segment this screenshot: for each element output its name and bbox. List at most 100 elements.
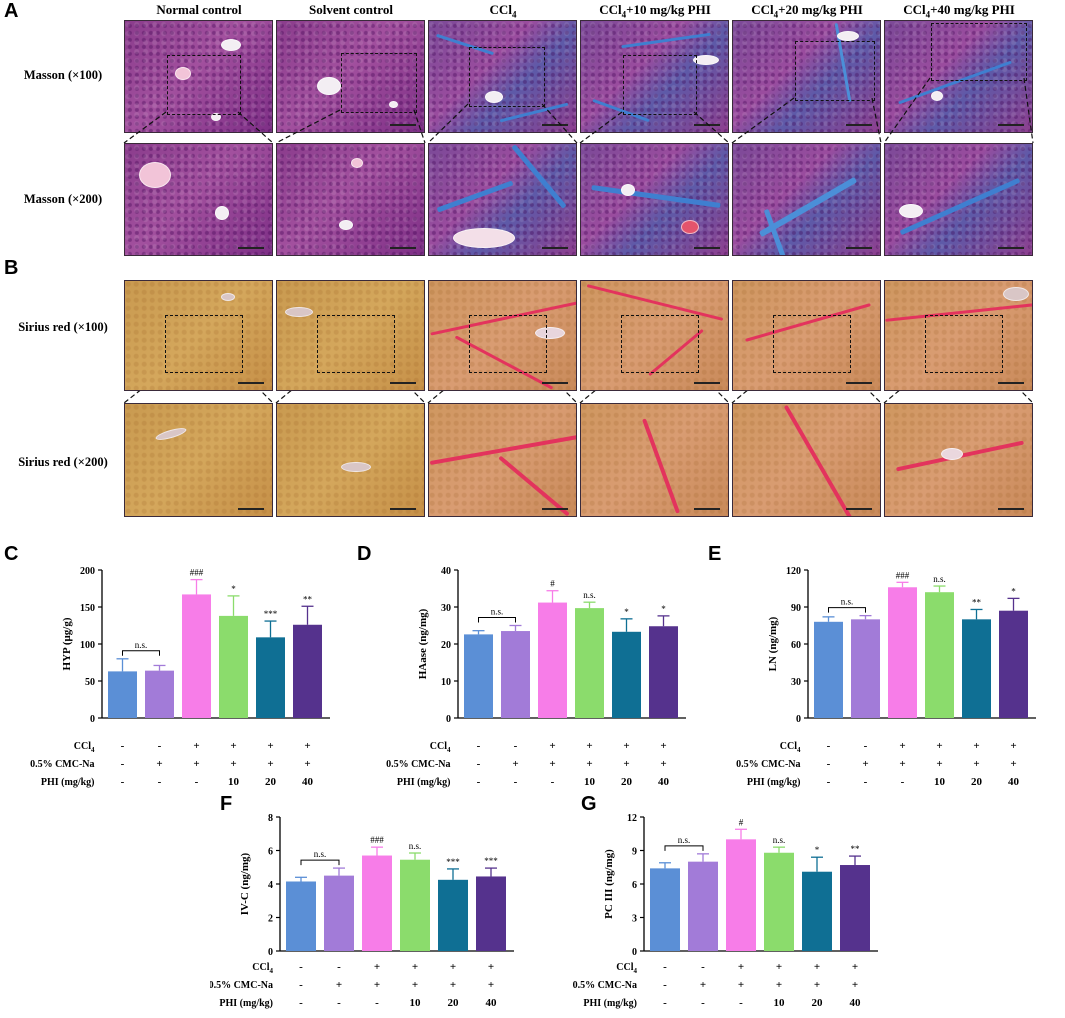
condition-value-g: +: [738, 979, 744, 991]
y-axis-label-c: HYP (μg/g): [61, 617, 73, 670]
condition-value-c: 20: [265, 776, 277, 788]
condition-value-e: +: [973, 758, 979, 770]
condition-value-d: 40: [658, 776, 670, 788]
bar-e-solvent: [851, 619, 880, 718]
condition-value-c: +: [193, 758, 199, 770]
panel-label-a: A: [4, 0, 19, 22]
condition-label-e: CCl4: [780, 741, 801, 754]
condition-value-f: 10: [410, 997, 422, 1009]
bar-f-ccl4: [362, 855, 392, 951]
condition-value-e: 40: [1008, 776, 1020, 788]
column-header-solvent-control: Solvent control: [309, 2, 393, 17]
condition-label-d: PHI (mg/kg): [397, 777, 451, 788]
condition-label-c: 0.5% CMC-Na: [30, 759, 94, 770]
masson-200-phi40-image: [884, 143, 1033, 256]
condition-value-e: +: [936, 740, 942, 752]
condition-value-c: +: [267, 740, 273, 752]
significance-label-c: ***: [264, 609, 278, 619]
condition-value-g: +: [814, 979, 820, 991]
condition-value-f: +: [374, 979, 380, 991]
masson-100-phi20-image: [732, 20, 881, 133]
sirius-100-phi40-image: [884, 280, 1033, 391]
condition-value-d: +: [549, 758, 555, 770]
condition-value-f: +: [412, 979, 418, 991]
masson-100-ccl4-image: [428, 20, 577, 133]
bar-f-normal: [286, 881, 316, 951]
significance-label-g: n.s.: [773, 835, 786, 845]
sirius-200-phi40-image: [884, 403, 1033, 517]
condition-value-c: -: [158, 776, 162, 788]
condition-value-f: -: [375, 997, 379, 1009]
bar-c-solvent: [145, 670, 174, 718]
bar-c-normal: [108, 671, 137, 718]
masson-200-ccl4-image: [428, 143, 577, 256]
sirius-200-normal-image: [124, 403, 273, 517]
y-tick-label-c: 0: [90, 714, 95, 725]
masson-100-phi40-image: [884, 20, 1033, 133]
condition-value-f: +: [450, 961, 456, 973]
condition-label-c: CCl4: [74, 741, 95, 754]
y-tick-label-g: 12: [627, 813, 637, 824]
condition-value-e: 10: [934, 776, 946, 788]
significance-label-f: ###: [370, 835, 384, 845]
condition-value-e: +: [973, 740, 979, 752]
significance-label-g: *: [815, 845, 820, 855]
condition-value-g: +: [814, 961, 820, 973]
condition-value-c: 40: [302, 776, 314, 788]
significance-label-e: n.s.: [933, 574, 946, 584]
condition-value-f: 20: [448, 997, 460, 1009]
condition-value-c: +: [230, 740, 236, 752]
sirius-100-normal-image: [124, 280, 273, 391]
condition-label-f: 0.5% CMC-Na: [210, 980, 273, 991]
ns-bracket-label-g: n.s.: [678, 835, 691, 845]
condition-value-d: +: [660, 758, 666, 770]
column-header-ccl4: CCl4: [489, 2, 517, 20]
condition-label-g: 0.5% CMC-Na: [573, 980, 637, 991]
y-tick-label-d: 30: [441, 603, 451, 614]
masson-100-normal-image: [124, 20, 273, 133]
condition-value-c: +: [267, 758, 273, 770]
condition-value-c: -: [158, 740, 162, 752]
significance-label-c: ###: [190, 568, 204, 578]
ns-bracket-c: [122, 650, 160, 656]
condition-value-c: -: [121, 740, 125, 752]
condition-value-f: +: [450, 979, 456, 991]
condition-value-d: +: [623, 740, 629, 752]
bar-e-phi20: [962, 619, 991, 718]
condition-value-d: -: [551, 776, 555, 788]
condition-value-g: 10: [774, 997, 786, 1009]
condition-value-g: +: [852, 961, 858, 973]
bar-g-solvent: [688, 861, 718, 951]
condition-value-f: +: [336, 979, 342, 991]
condition-value-e: -: [864, 740, 868, 752]
bar-f-phi40: [476, 876, 506, 951]
condition-value-e: +: [1010, 758, 1016, 770]
condition-value-d: -: [514, 740, 518, 752]
bar-c-phi40: [293, 624, 322, 718]
bar-g-phi40: [840, 865, 870, 951]
condition-value-c: -: [121, 776, 125, 788]
condition-value-d: +: [660, 740, 666, 752]
condition-value-c: 10: [228, 776, 240, 788]
condition-label-f: PHI (mg/kg): [219, 998, 273, 1009]
condition-value-g: 40: [850, 997, 862, 1009]
condition-value-g: -: [701, 997, 705, 1009]
ns-bracket-label-f: n.s.: [314, 849, 327, 859]
bar-e-phi10: [925, 592, 954, 718]
condition-value-d: -: [514, 776, 518, 788]
bar-c-phi10: [219, 615, 248, 718]
condition-value-g: -: [663, 979, 667, 991]
condition-value-e: -: [827, 758, 831, 770]
ns-bracket-d: [478, 617, 516, 623]
condition-value-g: -: [701, 961, 705, 973]
bar-d-phi20: [612, 631, 641, 718]
y-tick-label-e: 90: [791, 603, 801, 614]
condition-label-f: CCl4: [252, 962, 273, 975]
bar-d-phi40: [649, 626, 678, 718]
bar-d-normal: [464, 634, 493, 718]
panel-label-g: G: [581, 793, 597, 815]
condition-value-e: -: [827, 740, 831, 752]
